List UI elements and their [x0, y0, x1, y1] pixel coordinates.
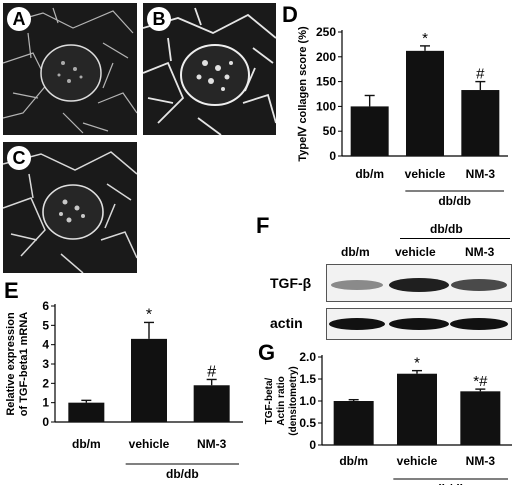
blot-band-tgf-1 [331, 280, 383, 290]
chart-e-y-axis-label: of TGF-beta1 mRNA [18, 312, 30, 417]
chart-g-significance-mark: * [414, 355, 420, 372]
blot-group-label: db/db [430, 222, 463, 236]
chart-e-bar [193, 385, 230, 422]
chart-e-y-tick-label: 4 [42, 338, 49, 352]
chart-e-y-tick-label: 5 [42, 318, 49, 332]
micrograph-c: C [3, 142, 137, 273]
chart-g-category-label: NM-3 [466, 454, 496, 468]
micrograph-c-image [3, 151, 137, 273]
chart-e-significance-mark: # [207, 363, 216, 380]
chart-e-group-label: db/db [166, 467, 199, 481]
chart-d-category-label: NM-3 [466, 167, 496, 181]
chart-g-y-tick-label: 1.5 [299, 372, 316, 386]
blot-actin-strip [326, 308, 512, 340]
chart-g-category-label: vehicle [397, 454, 438, 468]
chart-g-y-tick-label: 0 [309, 438, 316, 452]
chart-d-y-tick-label: 50 [323, 124, 337, 138]
micrograph-a: A [3, 3, 137, 135]
chart-e: 0 1 2 3 4 5 6 db/m * vehicle # NM-3 db/db Relative ex… [5, 299, 243, 481]
chart-g-bar [397, 373, 437, 445]
chart-g-significance-mark: *# [473, 373, 488, 390]
chart-e-y-tick-label: 2 [42, 376, 49, 390]
chart-g-y-axis-label: (densitometry) [288, 366, 299, 435]
chart-d-significance-mark: * [422, 30, 428, 47]
blot-band-tgf-2 [389, 278, 449, 292]
panel-label-a: A [7, 7, 31, 31]
chart-g-y-tick-label: 2.0 [299, 350, 316, 364]
chart-g-category-label: db/m [339, 454, 368, 468]
blot-band-actin-2 [389, 318, 449, 330]
micrograph-b: B [143, 3, 276, 135]
micrograph-b-image [143, 7, 276, 135]
chart-d-significance-mark: # [476, 66, 485, 83]
chart-d-y-tick-label: 0 [329, 149, 336, 163]
blot-tgf-strip [326, 264, 512, 302]
blot-band-tgf-3 [451, 279, 507, 291]
panel-label-c: C [7, 146, 31, 170]
chart-d-bar [350, 106, 389, 156]
chart-g-bar [460, 391, 501, 445]
chart-d-y-tick-label: 150 [316, 75, 336, 89]
chart-e-category-label: NM-3 [197, 437, 227, 451]
chart-d-y-tick-label: 100 [316, 99, 336, 113]
chart-d-bar [406, 50, 444, 156]
chart-d-bar [461, 90, 500, 156]
chart-d-y-tick-label: 200 [316, 50, 336, 64]
chart-e-category-label: db/m [72, 437, 101, 451]
chart-e-bar [131, 338, 167, 422]
chart-g-y-tick-label: 1.0 [299, 394, 316, 408]
chart-d: 0 50 100 150 200 250 db/m * vehicle # NM-3 db/db Typ… [297, 25, 508, 208]
blot-row-label-actin: actin [270, 315, 303, 331]
chart-d-category-label: db/m [355, 167, 384, 181]
blot-lane-label-2: vehicle [395, 245, 436, 259]
chart-d-y-axis-label: TypeⅣ collagen score (%) [297, 26, 309, 162]
blot-group-line [400, 238, 510, 239]
panel-label-d: D [282, 2, 298, 27]
micrograph-a-image [3, 7, 137, 134]
blot-band-actin-1 [329, 318, 385, 330]
chart-e-y-axis-label: Relative expression [5, 312, 17, 416]
chart-d-group-label: db/db [438, 194, 471, 208]
chart-d-category-label: vehicle [405, 167, 446, 181]
chart-g-y-tick-label: 0.5 [299, 416, 316, 430]
chart-g-bar [333, 401, 374, 445]
chart-e-category-label: vehicle [129, 437, 170, 451]
chart-e-y-tick-label: 0 [42, 415, 49, 429]
chart-e-y-tick-label: 1 [42, 396, 49, 410]
chart-e-y-tick-label: 6 [42, 299, 49, 313]
chart-e-y-tick-label: 3 [42, 357, 49, 371]
chart-g-y-axis-label: Actin ratio [276, 376, 287, 425]
chart-g-group-label: db/db [434, 482, 467, 485]
panel-label-e: E [4, 278, 19, 303]
panel-label-g: G [258, 340, 276, 365]
chart-e-significance-mark: * [146, 306, 152, 323]
blot-row-label-tgf: TGF-β [270, 275, 312, 291]
chart-g-y-axis-label: TGF-beta/ [264, 377, 275, 424]
chart-g: 0 0.5 1.0 1.5 2.0 db/m * vehicle *# NM-3 db/db TGF-… [264, 350, 512, 485]
chart-d-y-tick-label: 250 [316, 25, 336, 39]
blot-lane-label-1: db/m [341, 245, 370, 259]
blot-band-actin-3 [450, 318, 508, 330]
chart-e-bar [68, 402, 105, 422]
panel-label-b: B [147, 7, 171, 31]
blot-lane-label-3: NM-3 [465, 245, 495, 259]
panel-label-f: F [256, 213, 270, 238]
